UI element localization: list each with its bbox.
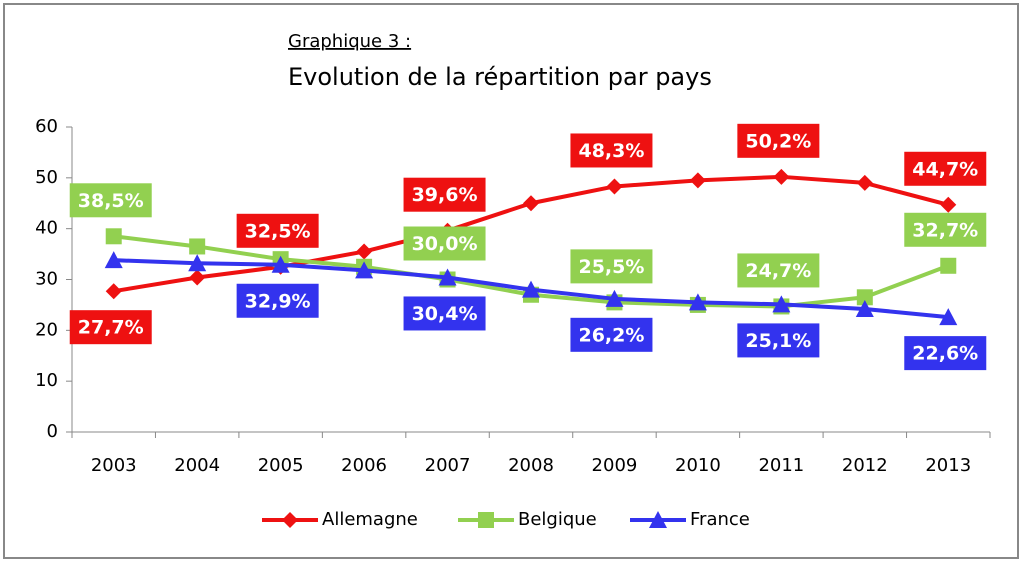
value-label: 25,5% <box>578 256 644 278</box>
value-label-box <box>570 249 653 284</box>
data-point <box>856 289 873 306</box>
data-point <box>271 255 290 273</box>
value-label: 30,4% <box>412 303 478 325</box>
data-point <box>688 293 707 311</box>
value-label: 26,2% <box>578 324 644 346</box>
value-label-box <box>403 296 486 331</box>
legend-label: France <box>690 509 750 530</box>
value-label-box <box>236 283 319 318</box>
value-label-box <box>69 183 152 218</box>
legend-marker <box>478 512 494 528</box>
x-tick-label: 2007 <box>425 455 471 476</box>
value-label-box <box>904 336 987 371</box>
value-label: 50,2% <box>745 130 811 152</box>
data-point <box>940 257 957 274</box>
value-label: 30,0% <box>412 233 478 255</box>
data-point <box>523 195 539 212</box>
data-point <box>105 228 122 245</box>
data-point <box>605 289 624 307</box>
legend-marker <box>282 512 298 528</box>
value-label-box <box>737 123 820 158</box>
x-tick-label: 2004 <box>174 455 220 476</box>
value-label: 44,7% <box>912 158 978 180</box>
value-label-box <box>737 323 820 358</box>
data-point <box>606 178 623 195</box>
data-point <box>939 308 958 326</box>
data-point <box>188 254 207 272</box>
data-point <box>105 283 122 300</box>
data-point <box>356 243 373 260</box>
data-point <box>355 261 374 279</box>
value-label-box <box>904 212 987 247</box>
x-tick-label: 2013 <box>925 455 971 476</box>
data-point <box>189 238 206 255</box>
value-label-box <box>403 226 486 261</box>
chart-subtitle: Graphique 3 : <box>288 31 411 52</box>
data-point <box>104 251 123 269</box>
data-point <box>522 280 540 298</box>
x-tick-label: 2005 <box>258 455 304 476</box>
legend-label: Belgique <box>518 509 597 530</box>
value-label: 27,7% <box>78 317 144 339</box>
data-point <box>940 196 957 213</box>
y-tick-label: 0 <box>47 421 58 442</box>
value-label: 48,3% <box>578 140 644 162</box>
value-label-box <box>570 133 653 168</box>
x-tick-label: 2003 <box>91 455 137 476</box>
x-tick-label: 2010 <box>675 455 721 476</box>
legend-label: Allemagne <box>322 509 418 530</box>
chart-title: Evolution de la répartition par pays <box>288 63 712 91</box>
x-tick-label: 2009 <box>592 455 638 476</box>
x-tick-label: 2008 <box>508 455 554 476</box>
x-tick-label: 2012 <box>842 455 888 476</box>
data-point <box>772 295 791 313</box>
data-point <box>773 168 790 185</box>
value-label: 22,6% <box>912 343 978 365</box>
value-label-box <box>403 177 486 212</box>
y-tick-label: 10 <box>35 370 58 391</box>
value-label: 25,1% <box>745 330 811 352</box>
value-label-box <box>904 151 987 186</box>
data-point <box>189 269 206 286</box>
value-label: 32,5% <box>245 220 311 242</box>
data-point <box>689 172 706 189</box>
y-tick-label: 20 <box>35 319 58 340</box>
value-label-box <box>737 253 820 288</box>
value-label: 32,9% <box>245 290 311 312</box>
y-tick-label: 30 <box>35 269 58 290</box>
data-point <box>855 299 874 317</box>
value-label: 39,6% <box>412 184 478 206</box>
x-tick-label: 2006 <box>341 455 387 476</box>
value-label: 32,7% <box>912 219 978 241</box>
value-label-box <box>570 317 653 352</box>
data-point <box>438 268 457 286</box>
legend-marker <box>649 511 667 528</box>
value-label: 38,5% <box>78 190 144 212</box>
y-tick-label: 40 <box>35 218 58 239</box>
value-label-box <box>69 310 152 345</box>
x-tick-label: 2011 <box>758 455 804 476</box>
data-point <box>856 174 873 191</box>
value-label: 24,7% <box>745 260 811 282</box>
y-tick-label: 60 <box>35 116 58 137</box>
value-label-box <box>236 213 319 248</box>
y-tick-label: 50 <box>35 167 58 188</box>
